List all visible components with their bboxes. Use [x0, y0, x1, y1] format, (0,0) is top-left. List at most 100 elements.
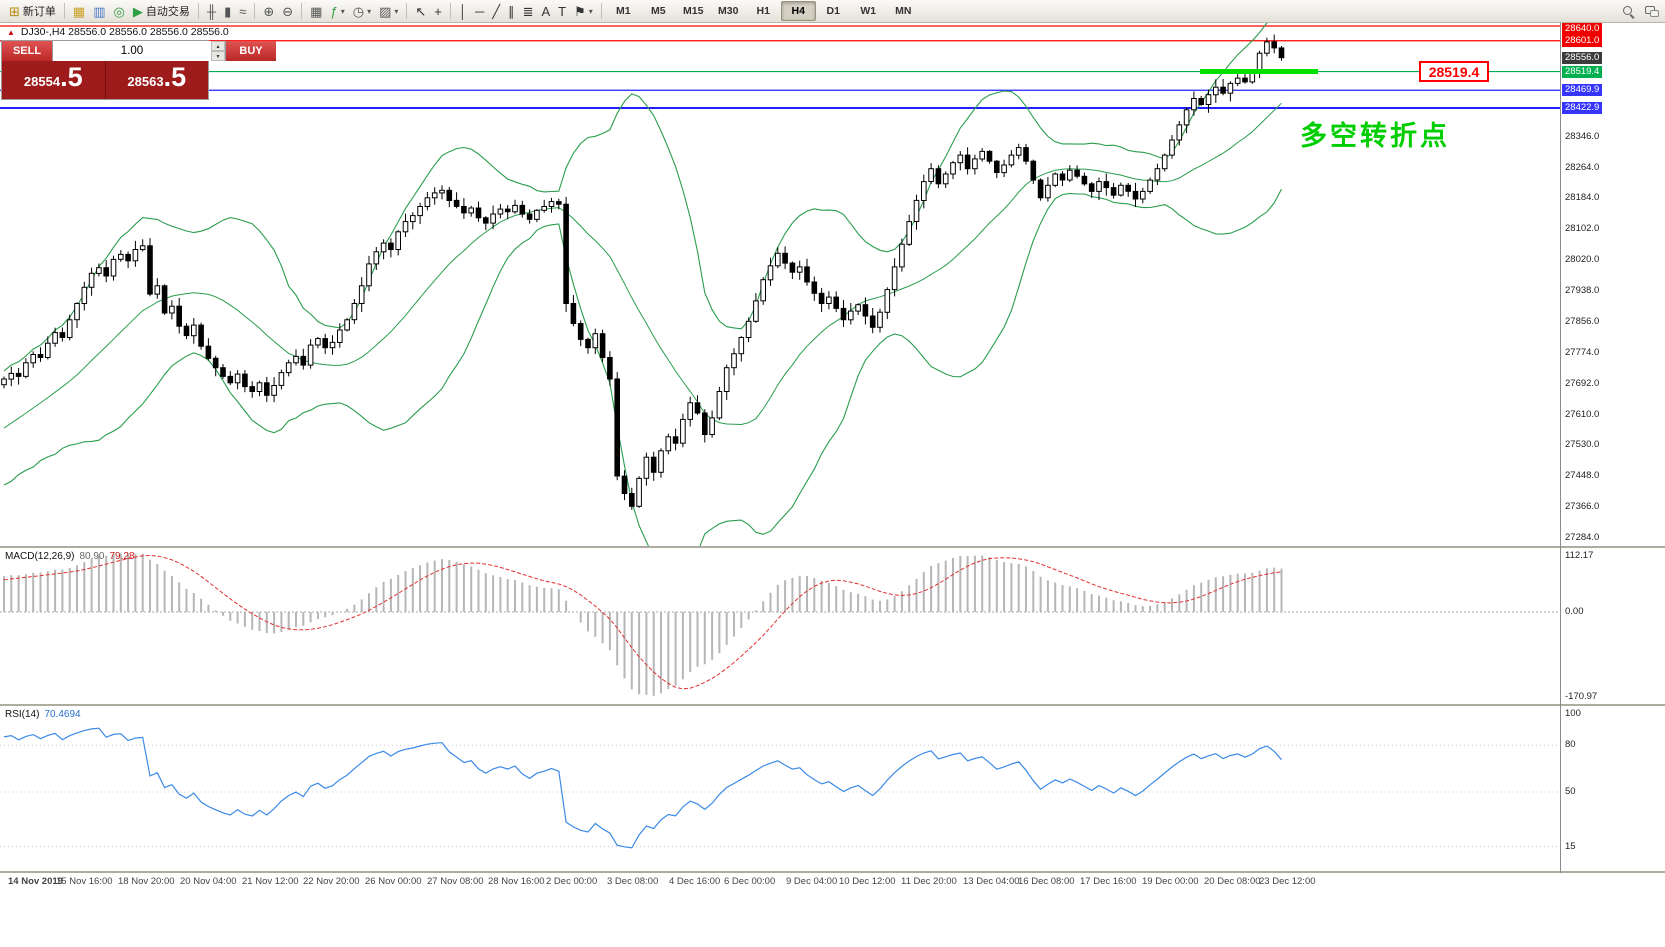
- data-window-button[interactable]: ▥: [89, 2, 109, 21]
- main-toolbar: ⊞ 新订单 ▦ ▥ ◎ ▶ 自动交易 ╫ ▮ ≈ ⊕ ⊖ ▦ ƒ ▾ ◷ ▾ ▨ ▾ ↖ + │ ─ ╱ ∥ ≣ A T ⚑ ▾ M1 M5 M…: [0, 0, 1665, 23]
- periods-icon: ◷: [352, 3, 365, 19]
- chevron-down-icon: ▾: [588, 6, 593, 16]
- vertical-line-button[interactable]: │: [455, 2, 471, 21]
- text-label-button[interactable]: T: [554, 2, 570, 21]
- equidistant-channel-button[interactable]: ∥: [504, 2, 519, 21]
- volume-input[interactable]: [53, 41, 211, 61]
- templates-button[interactable]: ▨ ▾: [375, 2, 402, 21]
- timeframe-mn-button[interactable]: MN: [895, 5, 912, 17]
- rsi-axis-50: 50: [1565, 786, 1576, 797]
- macd-axis-112.17: 112.17: [1565, 549, 1594, 561]
- price-tick-27530: 27530.0: [1565, 439, 1600, 451]
- time-label: 6 Dec 00:00: [724, 876, 776, 887]
- timeframe-m30-button[interactable]: M30: [718, 5, 739, 17]
- pane-divider-rsi[interactable]: [0, 704, 1665, 706]
- time-label: 19 Dec 00:00: [1142, 876, 1199, 887]
- zoom-in-icon: ⊕: [263, 3, 275, 19]
- time-label: 17 Dec 16:00: [1080, 876, 1137, 887]
- time-label: 2 Dec 00:00: [546, 876, 598, 887]
- price-label-highlight-28422.9: 28422.9: [1562, 101, 1603, 114]
- text-button[interactable]: A: [537, 2, 554, 21]
- candlestick-chart-button[interactable]: ▮: [220, 2, 235, 21]
- tile-windows-button[interactable]: ▦: [306, 2, 326, 21]
- timeframe-h4-button[interactable]: H4: [780, 1, 816, 21]
- sell-price-display[interactable]: 28554.5: [2, 61, 106, 99]
- pane-divider-macd[interactable]: [0, 546, 1665, 548]
- horizontal-line-button[interactable]: ─: [471, 2, 488, 21]
- macd-layer: [3, 553, 1283, 696]
- cursor-button[interactable]: ↖: [411, 2, 430, 21]
- trendline-icon: ╱: [492, 3, 501, 19]
- bollinger-bands-layer: [3, 22, 1282, 546]
- volume-stepper: ▴ ▾: [211, 41, 225, 61]
- sell-price-main: 28554: [23, 74, 61, 89]
- zoom-out-button[interactable]: ⊖: [278, 2, 297, 21]
- timeframe-m5-button[interactable]: M5: [650, 5, 666, 17]
- strategy-tester-button[interactable]: ◎: [110, 2, 129, 21]
- market-watch-button[interactable]: ▦: [69, 2, 89, 21]
- chevron-down-icon: ▾: [367, 6, 372, 16]
- time-label: 10 Dec 12:00: [839, 876, 896, 887]
- toolbar-separator: [449, 3, 451, 19]
- time-label: 20 Dec 08:00: [1204, 876, 1261, 887]
- crosshair-button[interactable]: +: [430, 2, 446, 21]
- level-lines-layer: [0, 25, 1560, 109]
- rsi-indicator-label: RSI(14) 70.4694: [5, 709, 81, 720]
- time-label: 23 Dec 12:00: [1259, 876, 1316, 887]
- rsi-value: 70.4694: [44, 709, 81, 720]
- line-chart-button[interactable]: ≈: [235, 2, 250, 21]
- time-label: 28 Nov 16:00: [488, 876, 545, 887]
- time-label: 3 Dec 08:00: [607, 876, 659, 887]
- arrows-button[interactable]: ⚑ ▾: [570, 2, 597, 21]
- trendline-button[interactable]: ╱: [488, 2, 504, 21]
- rsi-name: RSI(14): [5, 709, 40, 720]
- trade-panel-header-row: SELL ▴ ▾ BUY: [2, 41, 276, 61]
- toolbar-separator: [301, 3, 303, 19]
- search-icon[interactable]: [1623, 5, 1635, 18]
- chart-ohlc-info: ▲ DJ30-,H4 28556.0 28556.0 28556.0 28556…: [7, 26, 229, 38]
- zoom-in-button[interactable]: ⊕: [259, 2, 278, 21]
- macd-axis-0.00: 0.00: [1565, 606, 1584, 617]
- time-label: 13 Dec 04:00: [963, 876, 1020, 887]
- toolbar-separator: [197, 3, 199, 19]
- buy-button[interactable]: BUY: [226, 41, 276, 61]
- toolbar-separator: [63, 3, 65, 19]
- time-label: 22 Nov 20:00: [303, 876, 360, 887]
- price-callout-label[interactable]: 28519.4: [1419, 61, 1489, 82]
- indicators-button[interactable]: ƒ ▾: [326, 2, 348, 21]
- autotrading-icon: ▶: [132, 3, 143, 19]
- chinese-annotation-text: 多空转折点: [1300, 121, 1450, 151]
- macd-indicator-label: MACD(12,26,9) 80.90 79.28: [5, 551, 135, 562]
- support-zone-highlight[interactable]: [1200, 69, 1318, 74]
- time-label: 20 Nov 04:00: [180, 876, 237, 887]
- volume-down-button[interactable]: ▾: [211, 51, 225, 61]
- buy-price-display[interactable]: 28563.5: [105, 61, 208, 99]
- volume-up-button[interactable]: ▴: [211, 41, 225, 51]
- sell-button[interactable]: SELL: [2, 41, 52, 61]
- timeframe-m15-button[interactable]: M15: [683, 5, 704, 17]
- new-order-button[interactable]: ⊞ 新订单: [5, 2, 60, 21]
- data-window-icon: ▥: [93, 3, 106, 19]
- one-click-collapse-icon[interactable]: ▲: [7, 27, 15, 37]
- autotrading-button[interactable]: ▶ 自动交易: [129, 2, 194, 21]
- time-label: 15 Nov 16:00: [56, 876, 113, 887]
- price-label-highlight-28519.4: 28519.4: [1562, 65, 1603, 78]
- chat-icon[interactable]: [1645, 6, 1659, 17]
- periods-button[interactable]: ◷ ▾: [349, 2, 375, 21]
- bar-chart-button[interactable]: ╫: [203, 2, 220, 21]
- timeframe-w1-button[interactable]: W1: [860, 5, 877, 17]
- timeframe-h1-button[interactable]: H1: [756, 5, 770, 17]
- chevron-down-icon: ▾: [340, 6, 345, 16]
- price-tick-27692: 27692.0: [1565, 377, 1600, 389]
- buy-price-fraction: .5: [163, 62, 187, 92]
- price-axis-separator: [1560, 23, 1561, 873]
- time-label: 11 Dec 20:00: [901, 876, 957, 887]
- fibonacci-retracement-button[interactable]: ≣: [519, 2, 538, 21]
- market-watch-icon: ▦: [72, 3, 86, 19]
- price-tick-27448: 27448.0: [1565, 470, 1600, 482]
- sell-price-fraction: .5: [60, 62, 83, 92]
- timeframe-m1-button[interactable]: M1: [615, 5, 631, 17]
- timeframe-d1-button[interactable]: D1: [826, 5, 840, 17]
- templates-icon: ▨: [379, 3, 392, 19]
